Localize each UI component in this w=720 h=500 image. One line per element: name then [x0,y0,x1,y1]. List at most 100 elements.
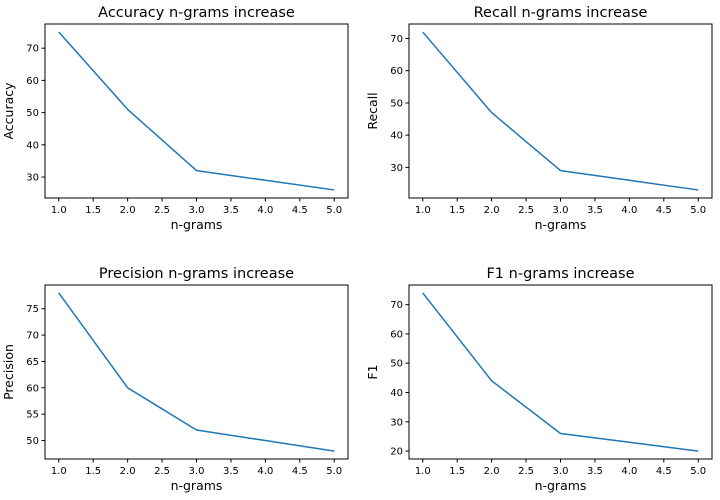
x-tick-label: 3.5 [587,205,603,216]
x-tick-label: 4.5 [656,205,672,216]
data-point [422,31,424,33]
x-tick-label: 1.0 [51,466,67,477]
data-point [333,189,335,191]
y-tick-label: 60 [390,329,403,340]
x-tick-label: 5.0 [690,205,706,216]
x-tick-label: 3.5 [223,466,239,477]
data-point [196,170,198,172]
y-axis-label: Precision [1,344,16,400]
y-tick-label: 60 [390,66,403,77]
data-point [333,450,335,452]
y-axis-label: Recall [365,92,380,129]
y-tick-label: 50 [390,98,403,109]
x-tick-label: 1.0 [415,466,431,477]
y-tick-label: 65 [26,357,39,368]
x-tick-label: 3.5 [223,205,239,216]
x-tick-label: 2.5 [154,205,170,216]
data-point [127,387,128,389]
y-tick-label: 60 [26,76,39,87]
data-point [58,292,60,294]
series-line [58,31,335,191]
y-tick-label: 70 [26,44,39,55]
chart-title: F1 n-grams increase [486,266,634,282]
data-point [491,380,493,382]
y-tick-label: 50 [26,436,39,447]
x-tick-label: 2.5 [518,205,534,216]
x-tick-label: 1.5 [85,466,101,477]
x-axis-label: n-grams [535,217,587,232]
y-tick-label: 70 [390,34,403,45]
y-tick-label: 50 [390,359,403,370]
x-tick-label: 1.5 [449,205,465,216]
data-point [491,112,493,114]
x-tick-label: 5.0 [326,466,342,477]
x-tick-label: 3.0 [189,205,205,216]
x-tick-label: 4.5 [656,466,672,477]
series-line [422,31,699,191]
x-tick-label: 1.5 [449,466,465,477]
data-point [560,170,562,172]
x-axis-label: n-grams [171,217,223,232]
y-tick-label: 40 [390,388,403,399]
y-tick-label: 40 [26,140,39,151]
y-tick-label: 70 [26,331,39,342]
x-tick-label: 4.0 [621,205,637,216]
chart-title: Accuracy n-grams increase [98,5,295,21]
x-tick-label: 5.0 [326,205,342,216]
x-tick-label: 4.0 [621,466,637,477]
x-tick-label: 2.0 [484,466,500,477]
data-point [58,31,60,33]
x-tick-label: 4.5 [292,205,308,216]
x-tick-label: 1.5 [85,205,101,216]
y-tick-label: 55 [26,410,39,421]
x-tick-label: 2.5 [518,466,534,477]
x-axis-label: n-grams [171,478,223,493]
data-point [196,429,198,431]
x-tick-label: 4.0 [257,205,273,216]
chart-panel-2: Recall n-grams increase 1.0 1.5 2.0 2.5 3.0 3.… [365,5,713,232]
x-tick-label: 5.0 [690,466,706,477]
x-tick-label: 2.0 [120,205,136,216]
x-tick-label: 2.5 [154,466,170,477]
x-tick-label: 3.0 [553,466,569,477]
y-tick-label: 75 [26,304,39,315]
x-axis-label: n-grams [535,478,587,493]
data-point [265,440,267,442]
data-point [697,450,699,452]
data-point [560,433,562,435]
series-line [422,292,699,452]
plot-frame [408,23,713,199]
y-tick-label: 30 [26,173,39,184]
data-point [127,109,128,111]
x-tick-label: 4.5 [292,466,308,477]
chart-panel-3: Precision n-grams increase 1.0 1.5 2.0 2.5 3.… [1,266,349,493]
x-tick-label: 4.0 [257,466,273,477]
x-tick-label: 1.0 [415,205,431,216]
x-tick-label: 3.0 [189,466,205,477]
y-tick-label: 30 [390,417,403,428]
data-point [422,292,424,294]
y-tick-label: 30 [390,163,403,174]
x-tick-label: 2.0 [120,466,136,477]
data-point [629,442,631,444]
x-tick-label: 3.5 [587,466,603,477]
chart-panel-1: Accuracy n-grams increase 1.0 1.5 2.0 2.5 3.0… [1,5,349,232]
y-tick-label: 70 [390,300,403,311]
chart-panel-4: F1 n-grams increase 1.0 1.5 2.0 2.5 3.0 3.5 4.0… [365,266,713,493]
data-point [629,180,631,182]
y-tick-label: 20 [390,447,403,458]
x-tick-label: 1.0 [51,205,67,216]
y-tick-label: 60 [26,383,39,394]
y-tick-label: 40 [390,131,403,142]
y-tick-label: 50 [26,108,39,119]
data-point [265,180,267,182]
chart-title: Precision n-grams increase [99,266,294,282]
chart-title: Recall n-grams increase [474,5,648,21]
data-point [697,189,699,191]
plot-frame [44,284,349,460]
y-axis-label: Accuracy [1,82,16,140]
series-line [58,292,335,452]
plot-frame [44,23,349,199]
x-tick-label: 3.0 [553,205,569,216]
